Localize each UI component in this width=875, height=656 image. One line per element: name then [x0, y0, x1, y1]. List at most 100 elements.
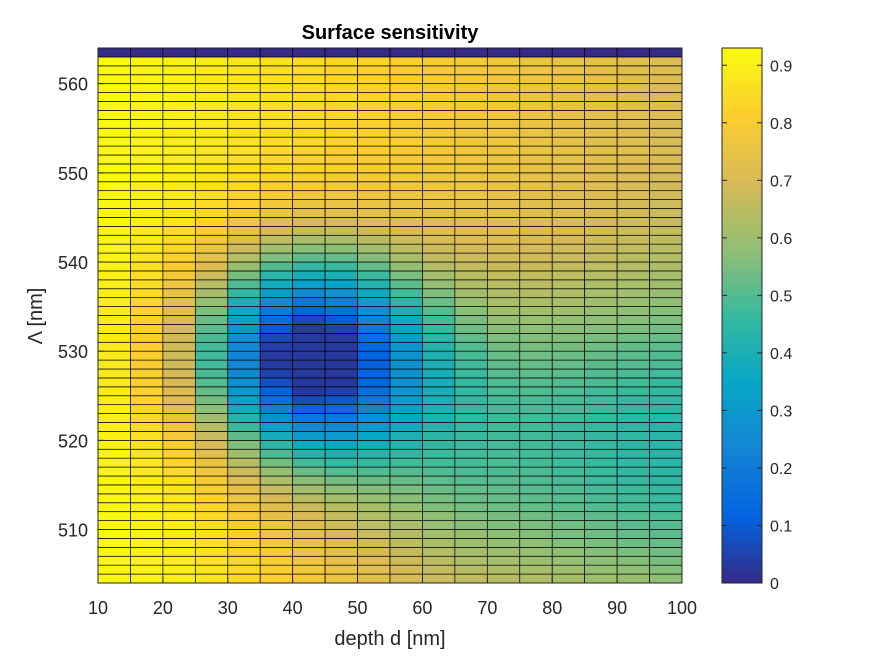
heatmap-cell: [584, 154, 618, 165]
x-tick-label: 60: [412, 598, 432, 618]
heatmap-cell: [584, 47, 618, 58]
heatmap-cell: [292, 47, 326, 58]
heatmap-cell: [422, 172, 456, 183]
heatmap-cell: [616, 208, 650, 218]
heatmap-cell: [194, 359, 229, 370]
heatmap-cell: [227, 466, 261, 477]
heatmap-cell: [486, 234, 521, 245]
heatmap-cell: [324, 181, 358, 192]
heatmap-cell: [519, 448, 553, 459]
heatmap-cell: [227, 315, 261, 325]
heatmap-cell: [389, 422, 423, 432]
heatmap-cell: [519, 47, 553, 58]
heatmap-cell: [292, 92, 326, 102]
heatmap-cell: [584, 110, 618, 120]
heatmap-cell: [422, 163, 456, 174]
heatmap-cell: [649, 529, 683, 539]
heatmap-cell: [551, 270, 586, 281]
heatmap-cell: [616, 56, 650, 67]
heatmap-cell: [357, 243, 391, 254]
heatmap-cell: [292, 529, 326, 539]
heatmap-cell: [519, 529, 553, 539]
heatmap-cell: [551, 368, 586, 379]
heatmap-cell: [389, 181, 423, 192]
heatmap-cell: [292, 163, 326, 174]
heatmap-cell: [259, 252, 294, 263]
heatmap-cell: [584, 65, 618, 76]
heatmap-cell: [357, 538, 391, 548]
heatmap-cell: [227, 181, 261, 192]
heatmap-cell: [162, 573, 196, 584]
heatmap-cell: [616, 127, 650, 138]
y-axis-label: Λ [nm]: [25, 288, 47, 345]
heatmap-cell: [551, 439, 586, 450]
heatmap-cell: [389, 502, 423, 513]
heatmap-cell: [97, 315, 131, 325]
heatmap-cell: [519, 546, 553, 557]
heatmap-cell: [357, 315, 391, 325]
heatmap-cell: [616, 538, 650, 548]
heatmap-cell: [357, 332, 391, 343]
heatmap-cell: [130, 172, 164, 183]
heatmap-cell: [162, 217, 196, 227]
heatmap-cell: [324, 511, 358, 521]
heatmap-cell: [649, 252, 683, 263]
heatmap-cell: [324, 493, 358, 504]
heatmap-cell: [162, 261, 196, 272]
heatmap-cell: [454, 573, 488, 584]
heatmap-cell: [551, 448, 586, 459]
heatmap-cell: [194, 350, 229, 361]
heatmap-cell: [649, 136, 683, 147]
heatmap-cell: [227, 564, 261, 575]
heatmap-cell: [130, 136, 164, 147]
heatmap-cell: [324, 127, 358, 138]
heatmap-cell: [324, 190, 358, 200]
heatmap-cell: [454, 199, 488, 209]
heatmap-cell: [227, 529, 261, 539]
heatmap-cell: [292, 110, 326, 120]
heatmap-cell: [130, 555, 164, 566]
heatmap-cell: [584, 56, 618, 67]
heatmap-cell: [389, 520, 423, 530]
heatmap-cell: [486, 413, 521, 423]
heatmap-cell: [389, 56, 423, 67]
heatmap-cell: [551, 47, 586, 58]
heatmap-cell: [649, 270, 683, 281]
heatmap-cell: [486, 127, 521, 138]
heatmap-cell: [551, 538, 586, 548]
heatmap-cell: [194, 83, 229, 93]
heatmap-cell: [389, 324, 423, 334]
heatmap-cell: [130, 502, 164, 513]
heatmap-cell: [357, 413, 391, 423]
heatmap-cell: [584, 484, 618, 495]
heatmap-cell: [486, 279, 521, 290]
heatmap-cell: [97, 493, 131, 504]
heatmap-cell: [389, 493, 423, 504]
heatmap-cell: [97, 511, 131, 521]
heatmap-cell: [616, 190, 650, 200]
heatmap-cell: [551, 217, 586, 227]
heatmap-cell: [389, 529, 423, 539]
heatmap-cell: [551, 252, 586, 263]
heatmap-cell: [389, 172, 423, 183]
heatmap-cell: [649, 225, 683, 236]
heatmap-cell: [584, 74, 618, 85]
heatmap-cell: [584, 297, 618, 307]
heatmap-cell: [97, 145, 131, 156]
heatmap-cell: [649, 56, 683, 67]
heatmap-cell: [162, 47, 196, 58]
heatmap-cell: [227, 395, 261, 406]
heatmap-cell: [551, 386, 586, 397]
heatmap-cell: [389, 395, 423, 406]
heatmap-cell: [162, 555, 196, 566]
heatmap-cell: [162, 324, 196, 334]
heatmap-cell: [649, 83, 683, 93]
heatmap-cell: [194, 484, 229, 495]
heatmap-cell: [616, 324, 650, 334]
heatmap-cell: [454, 386, 488, 397]
heatmap-cell: [649, 145, 683, 156]
heatmap-cell: [97, 118, 131, 129]
heatmap-cell: [97, 422, 131, 432]
heatmap-cell: [454, 475, 488, 486]
heatmap-cell: [259, 154, 294, 165]
